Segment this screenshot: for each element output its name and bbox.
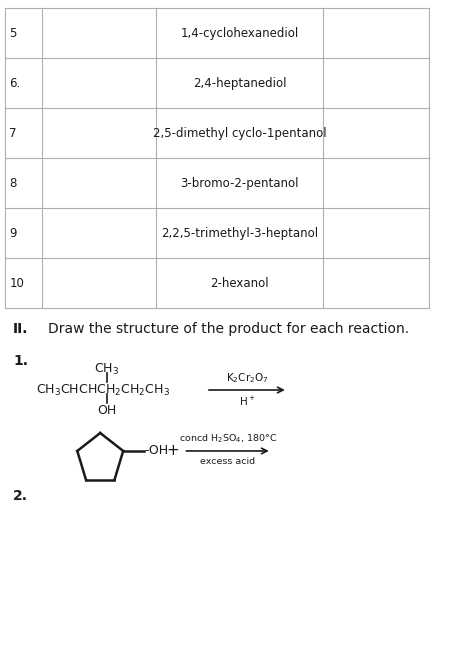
Text: K$_2$Cr$_2$O$_7$: K$_2$Cr$_2$O$_7$ <box>226 371 268 385</box>
Text: 1.: 1. <box>13 354 28 368</box>
Text: -OH: -OH <box>145 444 169 458</box>
Text: Draw the structure of the product for each reaction.: Draw the structure of the product for ea… <box>48 322 410 336</box>
Text: +: + <box>167 444 180 458</box>
Text: 9: 9 <box>9 226 17 239</box>
Text: H$^+$: H$^+$ <box>238 395 255 408</box>
Text: 2.: 2. <box>13 489 28 503</box>
Text: 2-hexanol: 2-hexanol <box>210 277 269 289</box>
Text: 6.: 6. <box>9 76 20 90</box>
Text: 2,5-dimethyl cyclo-1pentanol: 2,5-dimethyl cyclo-1pentanol <box>153 127 326 139</box>
Text: 8: 8 <box>9 176 17 190</box>
Text: 3-bromo-2-pentanol: 3-bromo-2-pentanol <box>180 176 299 190</box>
Text: II.: II. <box>13 322 28 336</box>
Text: 7: 7 <box>9 127 17 139</box>
Text: 2,4-heptanediol: 2,4-heptanediol <box>193 76 286 90</box>
Text: OH: OH <box>97 404 116 417</box>
Text: CH$_3$: CH$_3$ <box>94 362 119 377</box>
Text: 10: 10 <box>9 277 24 289</box>
Text: concd H$_2$SO$_4$, 180°C: concd H$_2$SO$_4$, 180°C <box>179 432 277 445</box>
Text: 5: 5 <box>9 27 17 40</box>
Text: 2,2,5-trimethyl-3-heptanol: 2,2,5-trimethyl-3-heptanol <box>161 226 318 239</box>
Text: CH$_3$CHCHCH$_2$CH$_2$CH$_3$: CH$_3$CHCHCH$_2$CH$_2$CH$_3$ <box>36 383 170 398</box>
Text: 1,4-cyclohexanediol: 1,4-cyclohexanediol <box>180 27 299 40</box>
Text: excess acid: excess acid <box>200 457 255 466</box>
